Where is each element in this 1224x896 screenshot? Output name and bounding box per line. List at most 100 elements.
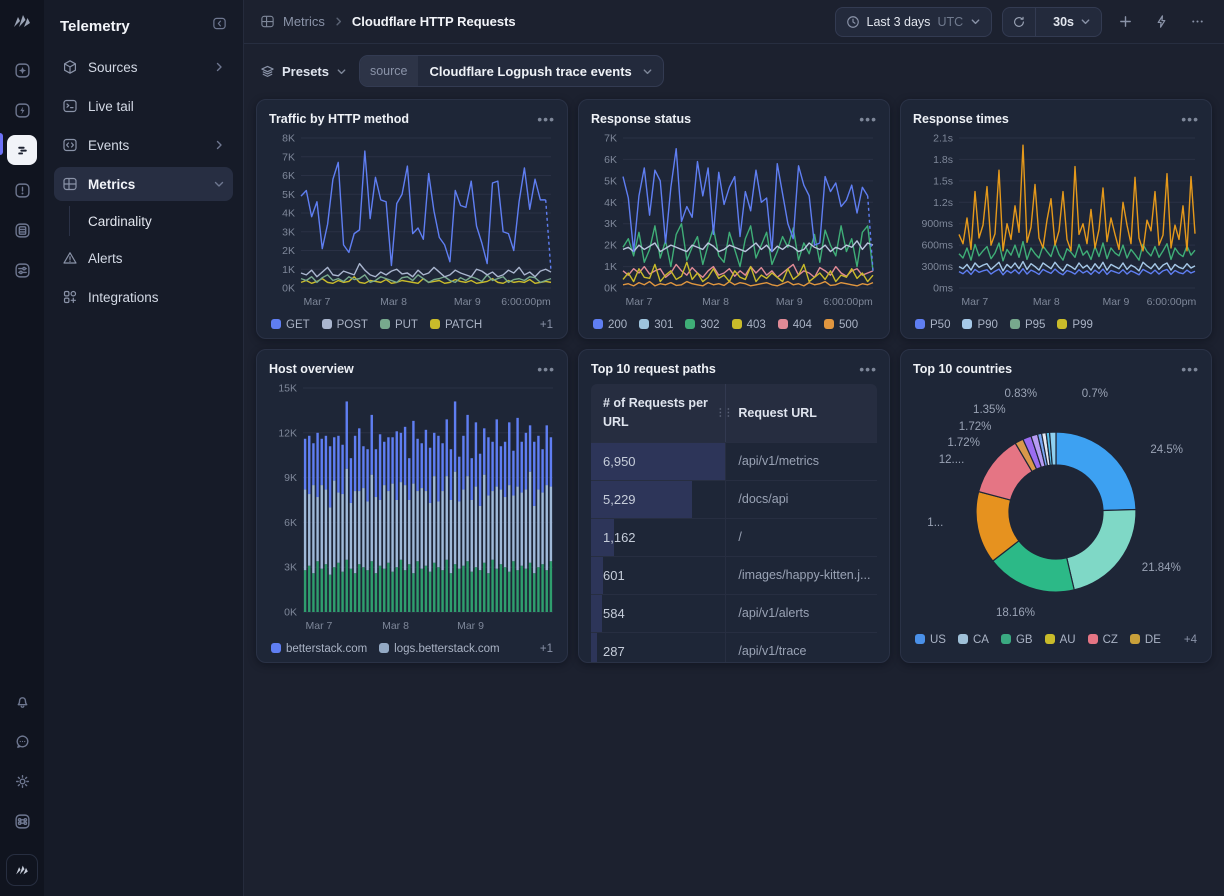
legend-item[interactable]: P99	[1057, 319, 1093, 331]
request-url: /docs/api	[725, 480, 877, 518]
legend-more-count[interactable]: +4	[1183, 634, 1197, 646]
sidebar-item-alerts[interactable]: Alerts	[54, 241, 233, 275]
countries-donut-chart[interactable]: 24.5% 21.84% 18.16% 1... 12.... 1.72% 1.72% 1.3…	[913, 378, 1199, 630]
source-select[interactable]: source Cloudflare Logpush trace events	[358, 55, 664, 87]
logs-icon[interactable]	[7, 135, 37, 165]
legend-item[interactable]: betterstack.com	[271, 643, 367, 655]
table-row[interactable]: 584/api/v1/alerts	[591, 593, 877, 632]
table-row[interactable]: 1,162 /	[591, 517, 877, 556]
legend-item[interactable]: CZ	[1087, 634, 1118, 646]
legend-item[interactable]: DE	[1129, 634, 1161, 646]
app-title: Telemetry	[60, 17, 130, 35]
legend-item[interactable]: 200	[593, 319, 627, 331]
support-chat-icon[interactable]	[7, 726, 37, 756]
legend-more-count[interactable]: +1	[539, 643, 553, 655]
legend-item[interactable]: P50	[915, 319, 950, 331]
legend-chip	[777, 319, 788, 329]
legend-item[interactable]: 301	[639, 319, 673, 331]
legend-item[interactable]: AU	[1044, 634, 1076, 646]
donut-label: 1.35%	[973, 404, 1006, 417]
sidebar-item-live-tail[interactable]: Live tail	[54, 89, 233, 123]
incidents-icon[interactable]	[7, 175, 37, 205]
host-overview-bar-chart[interactable]: 0K 3K 6K 9K 12K 15K Mar 7 Mar 8 Mar 9	[269, 378, 557, 634]
presets-dropdown[interactable]: Presets	[260, 64, 347, 79]
card-response-times: Response times ••• 0ms 300ms 600ms 900ms 1.2…	[900, 99, 1212, 339]
legend-item[interactable]: P90	[962, 319, 998, 331]
response-times-chart[interactable]: 0ms 300ms 600ms 900ms 1.2s 1.5s 1.8s 2.1s Mar 7 M…	[913, 128, 1201, 310]
table-row[interactable]: 6,950/api/v1/metrics	[591, 441, 877, 480]
legend-item[interactable]: POST	[321, 319, 368, 331]
legend-item[interactable]: CA	[957, 634, 989, 646]
legend-item[interactable]: PUT	[379, 319, 418, 331]
legend-item[interactable]: 404	[777, 319, 812, 331]
table-row[interactable]: 287/api/v1/trace	[591, 631, 877, 662]
legend-item[interactable]: 403	[731, 319, 766, 331]
donut-label: 1.72%	[958, 420, 992, 433]
table-row[interactable]: 5,229/docs/api	[591, 479, 877, 518]
column-header-requests[interactable]: # of Requests per URL	[603, 396, 708, 429]
svg-text:Mar 9: Mar 9	[1103, 296, 1130, 308]
time-range-picker[interactable]: Last 3 days UTC	[834, 6, 993, 37]
card-title: Top 10 countries	[913, 362, 1013, 376]
sidebar-item-events[interactable]: Events	[54, 128, 233, 162]
donut-slice[interactable]	[1065, 508, 1137, 591]
svg-text:8K: 8K	[282, 133, 295, 145]
legend-more-count[interactable]: +1	[539, 319, 553, 331]
request-count: 601	[603, 567, 625, 583]
add-button[interactable]	[1112, 9, 1138, 35]
donut-label: 0.7%	[1081, 388, 1108, 401]
sidebar-collapse-icon[interactable]	[212, 16, 227, 36]
request-count: 287	[603, 643, 625, 659]
status-line-chart[interactable]: 0K 1K 2K 3K 4K 5K 6K 7K Mar 7 Mar 8 Mar 9 6:00:00pm	[591, 128, 879, 310]
betterstack-logo-icon[interactable]	[11, 10, 33, 37]
card-title: Traffic by HTTP method	[269, 112, 410, 126]
legend-item[interactable]: GB	[1000, 634, 1033, 646]
legend-item[interactable]: PATCH	[429, 319, 482, 331]
shortcuts-command-icon[interactable]	[7, 806, 37, 836]
sliders-icon[interactable]	[7, 255, 37, 285]
quick-actions-zap-icon[interactable]	[1148, 9, 1174, 35]
column-header-url[interactable]: Request URL	[725, 384, 877, 442]
breadcrumb-parent[interactable]: Metrics	[283, 14, 325, 29]
legend-chip	[379, 643, 390, 653]
theme-sun-icon[interactable]	[7, 766, 37, 796]
request-url: /images/happy-kitten.j...	[725, 556, 877, 594]
card-menu-button[interactable]: •••	[1181, 111, 1199, 127]
legend-item[interactable]: US	[915, 634, 946, 646]
uptime-sparkle-icon[interactable]	[7, 55, 37, 85]
legend-item[interactable]: P95	[1009, 319, 1045, 331]
donut-slice[interactable]	[1048, 430, 1057, 466]
card-menu-button[interactable]: •••	[859, 111, 877, 127]
betterstack-logo-small[interactable]	[6, 854, 38, 886]
notifications-bell-icon[interactable]	[7, 686, 37, 716]
table-row[interactable]: 601/images/happy-kitten.j...	[591, 555, 877, 594]
refresh-interval-select[interactable]: 30s	[1043, 15, 1101, 29]
sidebar-item-metrics[interactable]: Metrics	[54, 167, 233, 201]
sidebar-item-integrations[interactable]: Integrations	[54, 280, 233, 314]
legend-item[interactable]: 500	[823, 319, 858, 331]
value-bar	[591, 632, 597, 662]
legend-item[interactable]: GET	[271, 319, 310, 331]
donut-slice[interactable]	[1055, 430, 1137, 511]
donut-label: 21.84%	[1141, 561, 1181, 574]
card-menu-button[interactable]: •••	[1181, 361, 1199, 377]
breadcrumb: Metrics Cloudflare HTTP Requests	[260, 14, 516, 29]
card-menu-button[interactable]: •••	[537, 111, 555, 127]
chevron-right-icon	[333, 16, 344, 27]
legend-chip	[957, 634, 968, 644]
traffic-line-chart[interactable]: 0K 1K 2K 3K 4K 5K 6K 7K 8K Mar 7 Mar 8 Mar 9 6:00:00…	[269, 128, 557, 310]
more-options-button[interactable]	[1184, 9, 1210, 35]
legend-item[interactable]: logs.betterstack.com	[379, 643, 500, 655]
lightning-icon[interactable]	[7, 95, 37, 125]
card-menu-button[interactable]: •••	[859, 361, 877, 377]
refresh-button[interactable]	[1003, 7, 1037, 36]
column-resize-handle[interactable]: ⋮⋮	[715, 407, 733, 419]
sidebar-item-cardinality[interactable]: Cardinality	[69, 206, 233, 236]
database-icon[interactable]	[7, 215, 37, 245]
sidebar-item-label: Live tail	[88, 98, 134, 114]
legend-item[interactable]: 302	[685, 319, 720, 331]
sidebar-item-sources[interactable]: Sources	[54, 50, 233, 84]
page-title: Cloudflare HTTP Requests	[351, 14, 516, 29]
card-menu-button[interactable]: •••	[537, 361, 555, 377]
legend-chip	[379, 319, 390, 329]
